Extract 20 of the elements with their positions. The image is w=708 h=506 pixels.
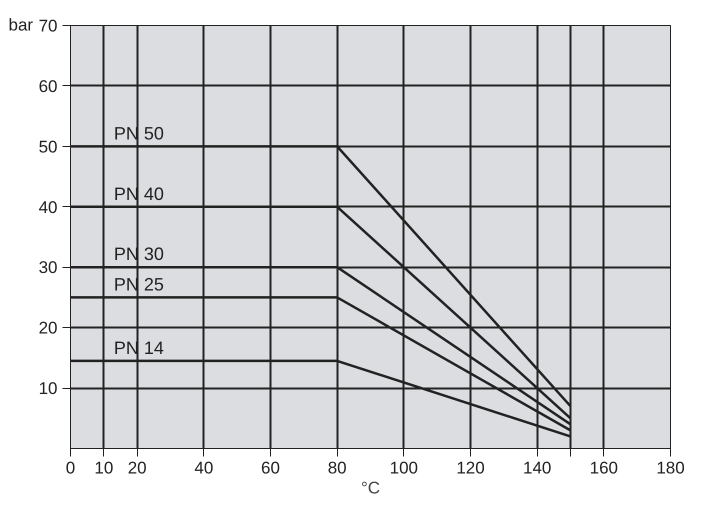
x-tick-label: 60: [261, 458, 280, 478]
x-tick-label: 180: [656, 458, 685, 478]
y-tick-label: 10: [38, 379, 58, 398]
x-tick-label: 20: [128, 458, 147, 478]
y-tick-label: 70: [38, 16, 58, 36]
y-tick-label: 60: [38, 76, 58, 96]
x-tick-label: 100: [390, 458, 418, 478]
x-tick-label: 80: [328, 458, 347, 478]
x-tick-label: 120: [456, 458, 485, 478]
x-tick-label: 160: [590, 458, 618, 478]
x-tick-label: 0: [66, 458, 76, 478]
y-tick-label: 30: [38, 258, 58, 278]
y-tick-label: 40: [38, 198, 58, 217]
x-tick-label: 10: [94, 458, 114, 478]
x-tick-label: 140: [522, 458, 552, 478]
y-tick-label: 50: [38, 137, 58, 156]
x-tick-label: 40: [194, 458, 214, 478]
y-axis-title: bar: [8, 16, 34, 34]
y-tick-label: 20: [38, 318, 58, 338]
x-axis-title: °C: [360, 478, 380, 498]
